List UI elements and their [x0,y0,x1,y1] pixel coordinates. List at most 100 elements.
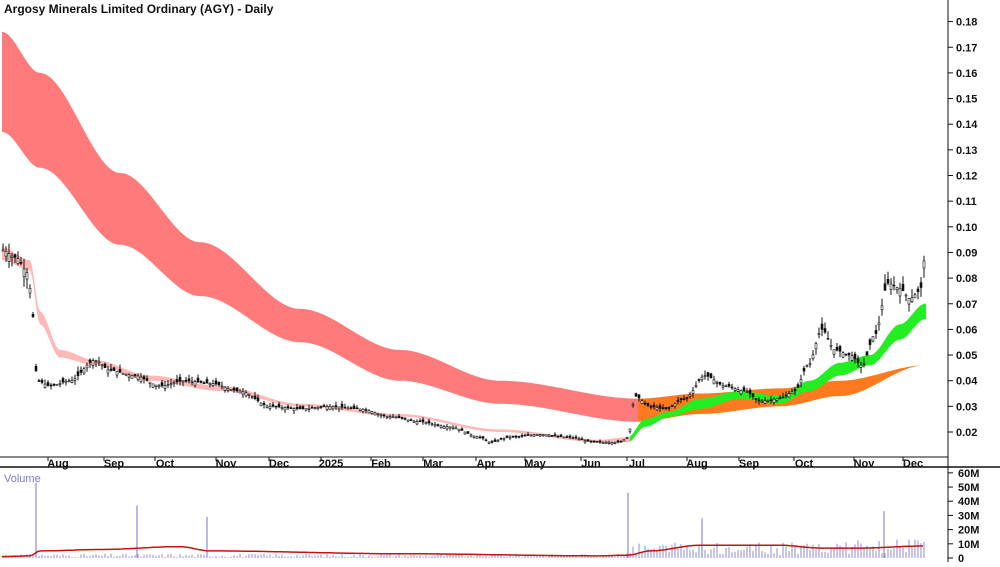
candle [763,397,767,405]
candle [910,289,914,303]
candle [322,403,326,407]
candle [184,376,188,383]
candle [259,402,263,407]
candle [445,424,449,431]
candle [817,327,821,339]
candle [355,405,359,410]
candle [628,428,632,434]
candle [688,391,692,399]
candle [424,421,428,425]
volume-tick-label: 60M [958,468,979,480]
time-tick-label: Apr [477,458,497,470]
candle [418,418,422,423]
candle [523,433,527,437]
volume-tick-label: 0 [958,553,964,562]
candle [814,341,818,355]
candle [139,373,143,384]
candle [409,418,413,421]
candle [25,268,29,289]
candle [769,395,773,404]
candle [634,392,638,397]
candle [478,435,482,439]
candle [79,366,83,376]
candle [316,406,320,411]
candle [733,387,737,393]
candle [598,439,602,444]
candle [649,404,653,410]
candle [247,393,251,399]
candle [496,439,500,443]
candle [298,405,302,410]
candle [34,363,38,372]
candle [283,406,287,413]
candle [271,401,275,408]
candle [586,439,590,442]
candle [382,413,386,419]
candle [808,358,812,368]
candle [646,402,650,407]
price-tick-label: 0.02 [956,427,977,439]
candle [670,404,674,407]
time-tick-label: Mar [423,458,443,470]
candle [607,440,611,445]
candle [433,422,437,428]
candle [721,382,725,390]
candle [10,252,14,267]
price-tick-label: 0.10 [956,222,977,234]
candle [130,374,134,379]
candle [85,362,89,372]
candle [544,434,548,437]
candle [94,359,98,367]
candle [178,373,182,386]
candle [199,380,203,384]
time-tick-label: Dec [903,458,923,470]
candle [121,372,125,375]
time-tick-label: Aug [47,458,68,470]
candle [859,361,863,374]
candle [169,378,173,389]
time-axis: Aug Sep Oct Nov Dec 2025 Feb Mar Apr May Jun Jul Aug… [47,457,923,470]
candle [91,358,95,369]
time-tick-label: May [524,458,546,470]
candle [871,336,875,343]
candle [796,382,800,388]
candle [295,403,299,411]
candle [886,271,890,286]
candle [652,402,656,410]
candle [13,253,17,264]
candle [760,399,764,403]
candle [697,378,701,383]
candle [826,331,830,340]
candle [913,292,917,299]
candle [616,439,620,444]
candle [538,433,542,437]
candle [553,432,557,437]
candle [526,431,530,436]
candle [802,366,806,376]
candle [127,373,131,382]
candle [562,436,566,439]
candle [1,243,5,252]
candle [31,311,35,318]
candle [580,436,584,441]
candle [253,391,257,401]
candle [301,405,305,410]
candle [745,388,749,393]
candle [166,380,170,388]
candle [676,397,680,405]
candle [97,356,101,366]
candle [397,413,401,419]
candle [70,376,74,384]
candle [343,403,347,409]
price-tick-label: 0.04 [956,376,978,388]
candle [385,415,389,420]
candle [7,243,11,268]
candle [847,352,851,361]
price-tick-label: 0.13 [956,145,977,157]
volume-bars [2,482,925,558]
candle [718,381,722,386]
candle [217,381,221,387]
price-tick-label: 0.06 [956,324,977,336]
candle [748,387,752,398]
candle [412,419,416,423]
